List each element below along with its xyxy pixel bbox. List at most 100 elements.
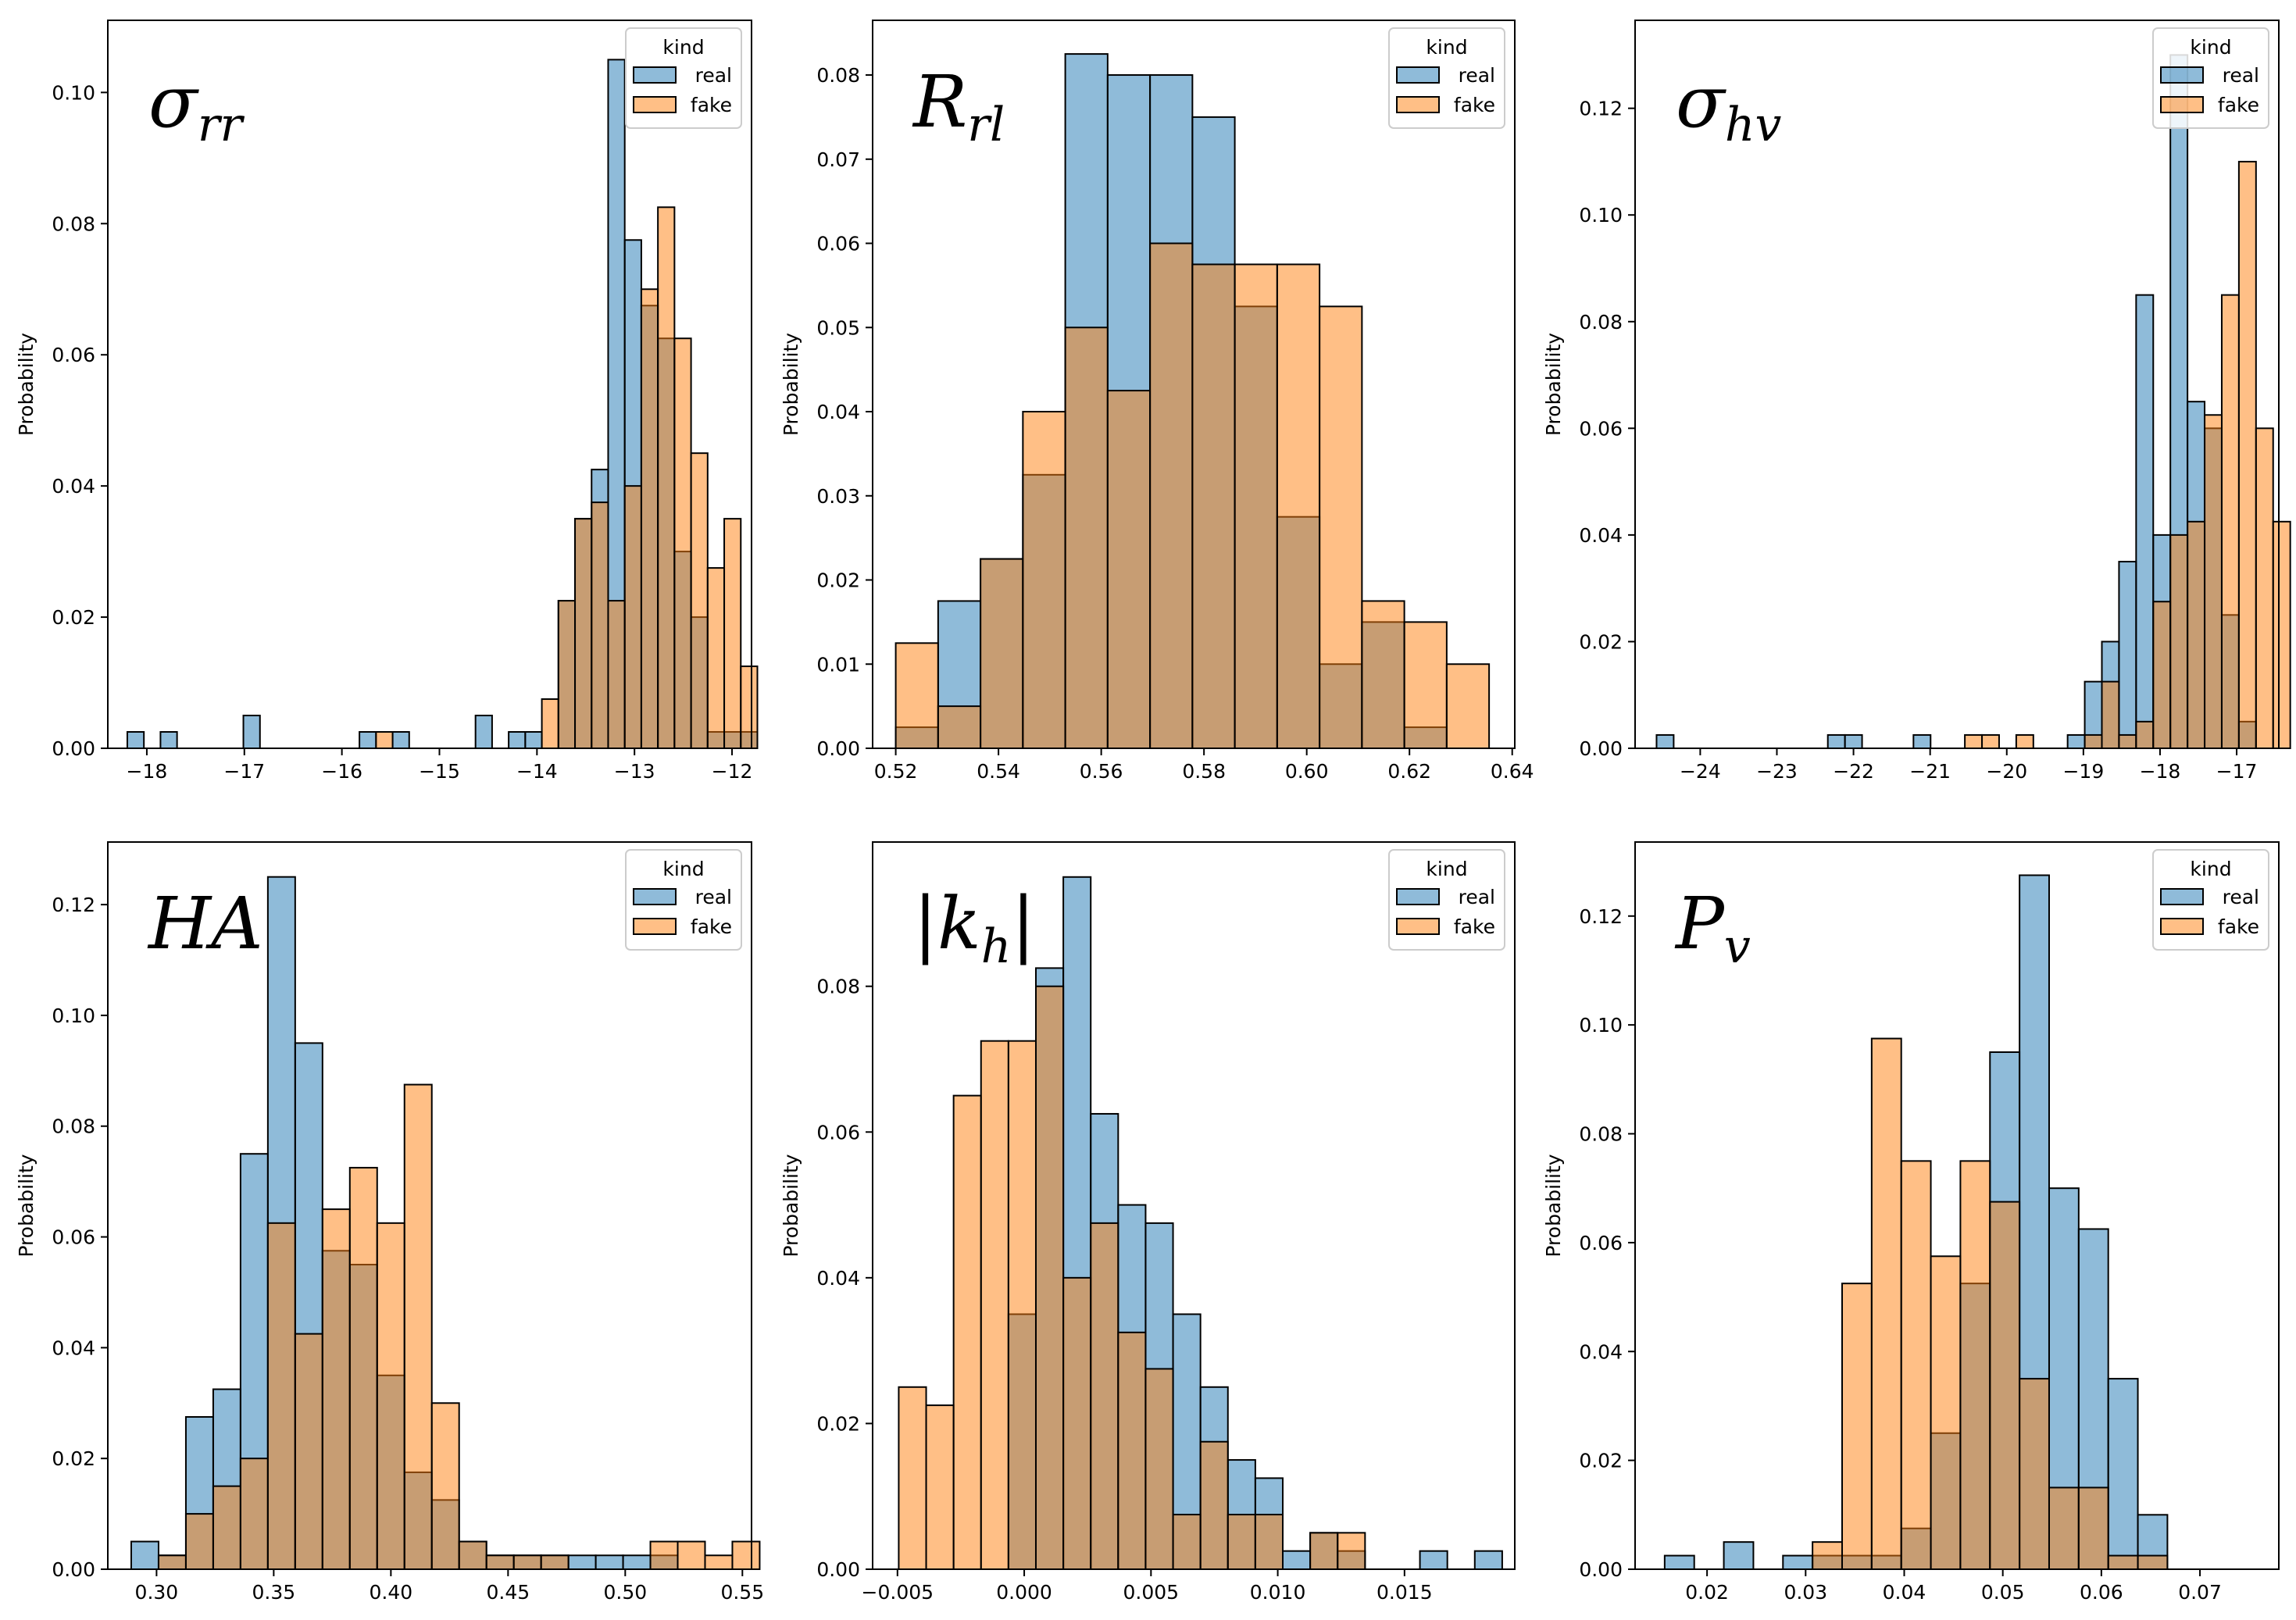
bar-fake-bin-12: [458, 1540, 487, 1571]
x-tick-label: 0.05: [1981, 1581, 2025, 1604]
x-tick-label: −19: [2062, 760, 2104, 783]
bar-real-bin-17: [595, 1554, 624, 1571]
bar-fake-bin-4: [239, 1458, 269, 1571]
legend-label-fake: fake: [2218, 915, 2259, 938]
x-tick-label: −17: [223, 760, 265, 783]
bar-fake-bin-28: [2135, 720, 2155, 749]
bar-fake-bin-22: [731, 1540, 761, 1571]
legend: kind real fake: [2152, 849, 2269, 951]
bar-fake-bin-12: [1403, 621, 1448, 750]
y-tick-label: 0.10: [1579, 1014, 1623, 1037]
bar-fake-bin-16: [1337, 1532, 1366, 1570]
legend-label-real: real: [1459, 64, 1495, 87]
bar-real-bin-16: [567, 1554, 597, 1571]
bar-fake-bin-9: [376, 1222, 405, 1570]
panel-title: σrr: [148, 60, 245, 152]
y-tick-label: 0.04: [1579, 524, 1623, 547]
bar-fake-bin-1: [925, 1404, 955, 1571]
x-tick-label: 0.58: [1182, 760, 1226, 783]
y-tick-label: 0.12: [1579, 905, 1623, 928]
x-tick-label: 0.07: [2178, 1581, 2222, 1604]
y-tick-label: 0.00: [52, 737, 95, 760]
legend: kind real fake: [625, 849, 742, 951]
x-tick-label: −15: [419, 760, 460, 783]
bar-fake-bin-5: [266, 1222, 296, 1570]
y-tick-label: 0.06: [816, 233, 860, 255]
bar-fake-bin-21: [2015, 733, 2034, 750]
bar-fake-bin-4: [1064, 326, 1109, 749]
x-tick-label: −14: [516, 760, 558, 783]
bar-fake-bin-19: [1981, 733, 2000, 750]
title-symbol: k: [937, 882, 981, 965]
y-tick-label: 0.08: [1579, 1123, 1623, 1146]
abs-bar-right: |: [1011, 882, 1035, 965]
y-tick-label: 0.08: [816, 64, 860, 87]
bar-fake-bin-10: [1319, 305, 1363, 749]
histogram-panel-3: −24 −23 −22 −21 −20 −19 −18 −17 0.00 0.02 0.04 0.06…: [1542, 20, 2291, 783]
legend-swatch-real: [2160, 66, 2204, 84]
legend-swatch-real: [633, 888, 677, 905]
bar-fake-bin-7: [1090, 1222, 1119, 1571]
panel-title: HA: [147, 882, 263, 965]
bar-fake-bin-34: [2237, 160, 2257, 749]
title-subscript: hv: [1725, 98, 1782, 152]
x-tick-label: 0.52: [874, 760, 918, 783]
y-axis-label: Probability: [780, 333, 802, 436]
legend-swatch-fake: [2160, 96, 2204, 113]
x-tick-label: 0.64: [1491, 760, 1534, 783]
bar-real-bin-0: [130, 1540, 159, 1571]
bar-fake-bin-1: [157, 1554, 187, 1571]
x-tick-label: −22: [1833, 760, 1874, 783]
bar-real-bin-0: [1655, 733, 1675, 750]
bar-fake-bin-0: [894, 642, 939, 750]
bar-fake-bin-27: [2118, 733, 2137, 750]
axes-frame: [107, 20, 752, 749]
bar-fake-bin-20: [677, 1540, 706, 1571]
bar-fake-bin-9: [1276, 263, 1321, 750]
legend-title: kind: [662, 36, 704, 59]
bar-fake-bin-25: [541, 698, 559, 750]
bar-fake-bin-14: [2077, 1486, 2109, 1570]
y-tick-label: 0.06: [52, 1226, 95, 1249]
bar-fake-bin-11: [430, 1402, 460, 1570]
bar-real-bin-11: [1844, 733, 1863, 750]
x-tick-label: 0.60: [1285, 760, 1329, 783]
legend: kind real fake: [1388, 27, 1505, 129]
bar-fake-bin-26: [2101, 680, 2120, 750]
y-tick-label: 0.00: [1579, 1558, 1623, 1581]
bar-real-bin-28: [2135, 294, 2155, 749]
bar-fake-bin-12: [1227, 1514, 1256, 1570]
title-subscript: h: [981, 919, 1012, 974]
bar-fake-bin-11: [1199, 1440, 1229, 1571]
x-tick-label: −0.005: [862, 1581, 934, 1604]
x-tick-label: 0.55: [720, 1581, 764, 1604]
histogram-panel-1: −18 −17 −16 −15 −14 −13 −12 0.00 0.02 0.04 0.06 0.0…: [15, 20, 759, 783]
y-tick-label: 0.02: [816, 569, 860, 592]
axes-frame: [1634, 20, 2280, 749]
bar-real-bin-23: [508, 731, 527, 750]
abs-bar-left: |: [913, 882, 937, 965]
y-tick-label: 0.03: [816, 485, 860, 508]
y-tick-label: 0.00: [52, 1558, 95, 1581]
title-symbol: R: [912, 60, 967, 144]
histogram-panel-5: −0.005 0.000 0.005 0.010 0.015 0.00 0.02 0.04 0.…: [780, 841, 1516, 1604]
y-tick-label: 0.06: [1579, 417, 1623, 440]
bar-real-bin-18: [622, 1554, 652, 1571]
bar-fake-bin-19: [649, 1540, 679, 1571]
bar-real-bin-19: [1419, 1550, 1448, 1570]
bar-fake-bin-18: [1964, 733, 1984, 750]
bar-fake-bin-35: [706, 567, 726, 750]
x-tick-label: 0.015: [1377, 1581, 1433, 1604]
legend-label-real: real: [2223, 64, 2259, 87]
legend-label-real: real: [2223, 886, 2259, 908]
bar-fake-bin-32: [657, 206, 676, 749]
legend-swatch-fake: [1396, 918, 1440, 935]
axes-frame: [872, 20, 1516, 749]
bar-real-bin-21: [1473, 1550, 1503, 1570]
y-tick-label: 0.00: [816, 1558, 860, 1581]
bar-real-bin-27: [2118, 561, 2137, 749]
legend-swatch-fake: [633, 918, 677, 935]
y-tick-label: 0.02: [816, 1412, 860, 1435]
bar-real-bin-2: [1723, 1541, 1755, 1571]
bar-fake-bin-31: [2187, 520, 2206, 749]
